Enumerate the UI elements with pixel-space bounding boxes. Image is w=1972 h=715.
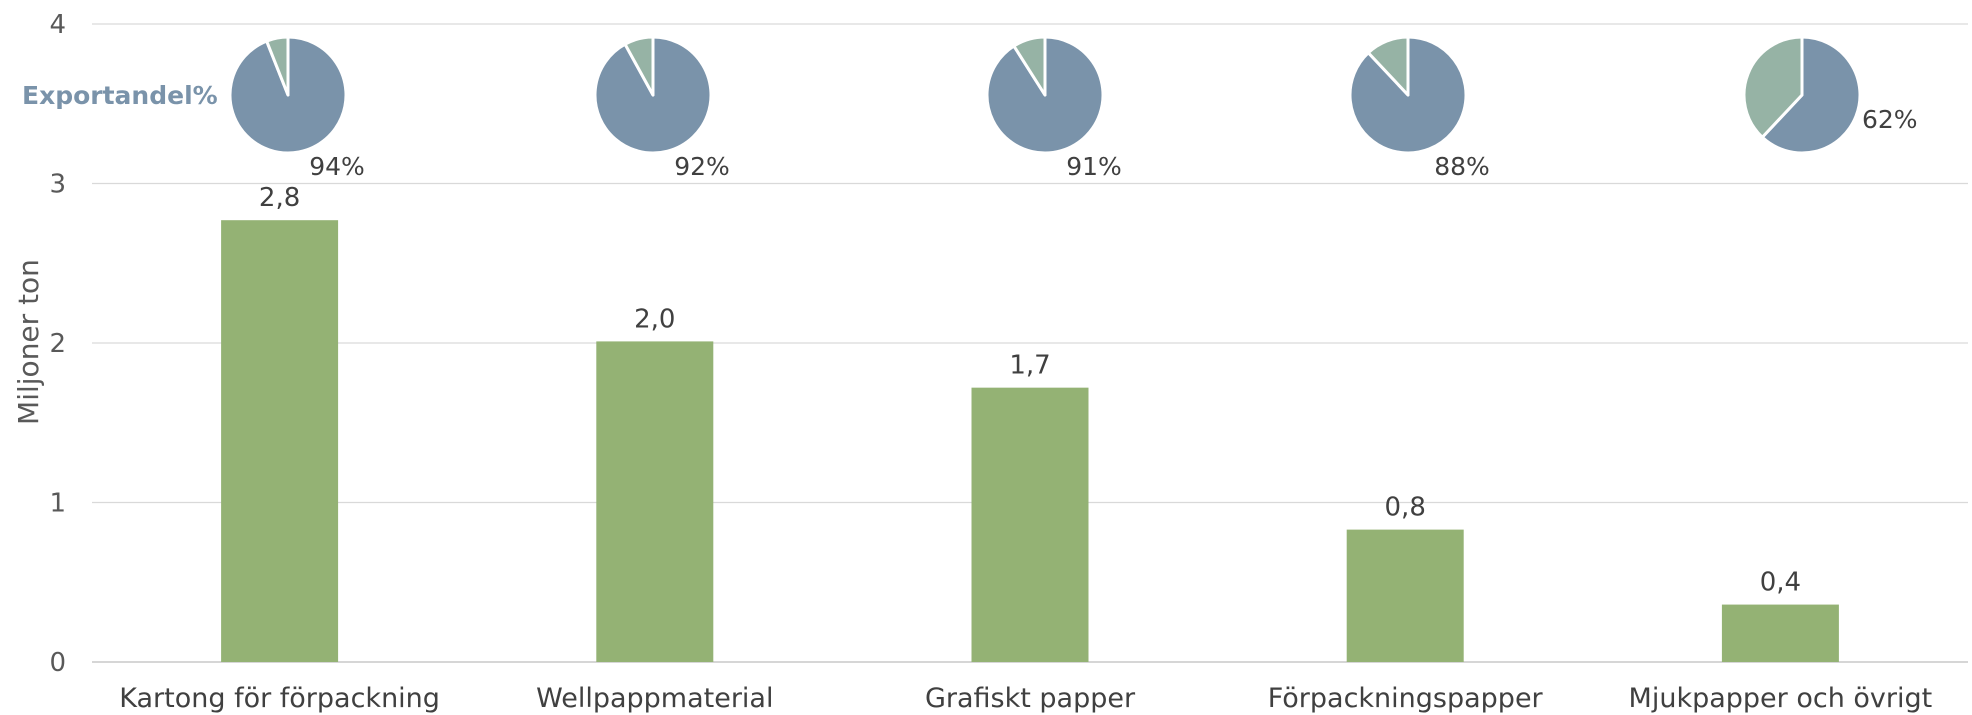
y-tick-label: 1 — [49, 489, 66, 519]
pie-slice-other — [1742, 35, 1804, 139]
export-share-title: Exportandel% — [22, 81, 218, 110]
y-tick-label: 2 — [49, 329, 66, 359]
bar-value-label: 0,8 — [1385, 493, 1426, 523]
pie-percent-label: 62% — [1862, 105, 1918, 134]
x-category-label: Kartong för förpackning — [119, 683, 440, 714]
pie-slice-other — [1012, 35, 1047, 97]
bar-value-label: 1,7 — [1009, 351, 1050, 381]
y-axis-label: Miljoner ton — [12, 259, 45, 425]
pie-percent-label: 88% — [1434, 152, 1490, 181]
bar — [1346, 529, 1464, 662]
pie-percent-label: 91% — [1066, 152, 1122, 181]
pies — [228, 35, 1862, 155]
pie-slice-export — [1760, 35, 1862, 155]
x-category-label: Mjukpapper och övrigt — [1629, 683, 1933, 714]
pie-slice-other — [265, 35, 290, 97]
y-tick-label: 0 — [49, 648, 66, 678]
x-category-label: Wellpappmaterial — [536, 683, 773, 714]
bar — [1721, 604, 1839, 662]
x-category-label: Grafiskt papper — [925, 683, 1136, 714]
pie-slice-other — [623, 35, 655, 97]
bar-value-label: 2,0 — [634, 304, 675, 334]
labels: 0 1 2 3 4 2,8 Kartong för förpackning 2,0 Wellpa… — [49, 10, 1932, 714]
bar-value-label: 2,8 — [259, 183, 300, 213]
bar — [221, 220, 339, 662]
bar — [596, 341, 714, 662]
y-tick-label: 4 — [49, 10, 66, 40]
bar — [971, 387, 1089, 662]
y-tick-label: 3 — [49, 170, 66, 200]
bar-value-label: 0,4 — [1760, 568, 1801, 598]
pie-slice-other — [1366, 35, 1410, 97]
x-category-label: Förpackningspapper — [1268, 683, 1544, 714]
pie-percent-label: 92% — [674, 152, 730, 181]
bars — [221, 220, 1839, 662]
pie-percent-label: 94% — [309, 152, 365, 181]
